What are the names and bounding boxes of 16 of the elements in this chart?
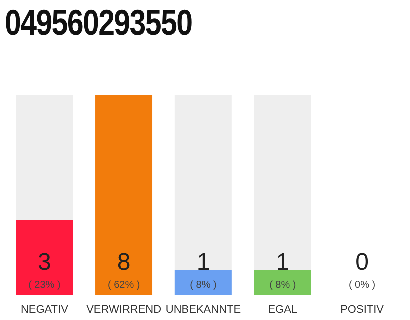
x-tick-label: EGAL: [268, 304, 298, 316]
annotation: ( 0% ): [348, 280, 376, 291]
data-label: 1: [196, 249, 210, 276]
x-tick-label: POSITIV: [340, 304, 385, 316]
chart-title: 049560293550: [5, 2, 192, 44]
annotation: ( 8% ): [190, 280, 217, 291]
data-label: 3: [38, 249, 52, 276]
annotation: ( 62% ): [108, 280, 140, 291]
annotation: ( 8% ): [270, 280, 296, 291]
annotation: ( 23% ): [28, 280, 61, 291]
data-label: 1: [276, 249, 290, 276]
data-label: 0: [356, 249, 369, 276]
x-tick-label: UNBEKANNTE: [166, 304, 242, 316]
data-label: 8: [117, 249, 131, 276]
x-tick-label: NEGATIV: [20, 304, 70, 316]
x-tick-label: VERWIRREND: [86, 304, 162, 316]
